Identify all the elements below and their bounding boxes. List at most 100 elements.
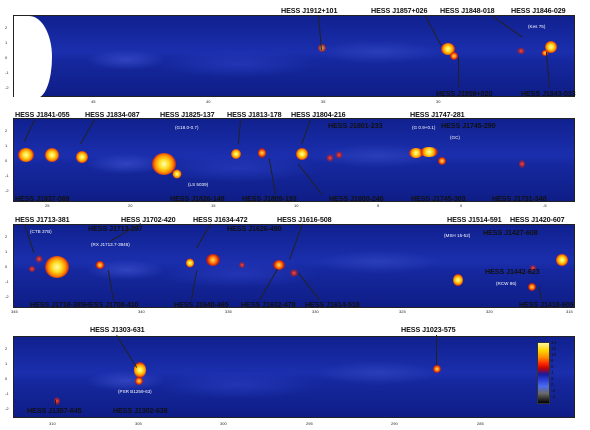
sub-label-msh15-52: (MSH 15-52) <box>444 233 471 238</box>
source-label-j1912: HESS J1912+101 <box>281 6 338 15</box>
panel-galactic-longitude-347-to-313: (CTB 37B) (RX J1713.7-3946) (MSH 15-52) … <box>5 214 575 314</box>
y-tick: -2 <box>5 406 9 411</box>
leader-line <box>458 57 459 87</box>
y-tick: 1 <box>5 40 8 45</box>
y-tick: 2 <box>5 234 8 239</box>
source-blob-j1023 <box>433 365 441 373</box>
y-tick: -1 <box>5 70 9 75</box>
y-tick: -2 <box>5 188 9 193</box>
x-tick: 295 <box>306 421 313 426</box>
source-label-j1848: HESS J1848-018 <box>440 6 495 15</box>
sub-label-ls5039: (LS 5039) <box>188 182 209 187</box>
colorbar-tick: -2 <box>551 388 556 393</box>
sub-label-kes75: (Kes 75) <box>528 24 546 29</box>
y-tick: -1 <box>5 173 9 178</box>
colorbar-tick: 2 <box>551 376 554 381</box>
y-tick: 1 <box>5 361 8 366</box>
source-blob-j1708 <box>95 261 105 269</box>
source-label-j1858: HESS J1858+020 <box>436 89 493 98</box>
source-label-j1834: HESS J1834-087 <box>85 110 140 119</box>
source-label-j1302: HESS J1302-638 <box>113 406 168 415</box>
significance-colorbar <box>537 342 550 404</box>
source-label-j1747: HESS J1747-281 <box>410 110 465 119</box>
x-tick: 15 <box>211 203 216 208</box>
y-tick: 0 <box>5 264 8 269</box>
x-tick: 325 <box>399 309 406 314</box>
source-label-j1442: HESS J1442-623 <box>485 267 540 276</box>
source-label-j1418: HESS J1418-609 <box>519 300 574 309</box>
source-label-j1718: HESS J1718-385 <box>30 300 85 309</box>
source-blob-j1804 <box>296 148 308 160</box>
y-tick: 2 <box>5 25 8 30</box>
source-blob-j1747 <box>409 148 423 158</box>
source-blob-j1826 <box>172 169 182 179</box>
y-tick: 0 <box>5 376 8 381</box>
source-blob-j1357 <box>54 397 60 405</box>
source-blob-j1420 <box>556 254 568 266</box>
x-tick: 10 <box>294 203 299 208</box>
colorbar-tick: 12 <box>551 346 557 351</box>
source-blob-j1912 <box>318 44 326 52</box>
x-tick: 40 <box>206 99 211 104</box>
colorbar-tick: 8 <box>551 358 554 363</box>
source-blob-j1514 <box>453 274 463 286</box>
significance-map-1: (Kes 75) <box>13 15 575 98</box>
source-blob-j1745-290 <box>420 147 438 157</box>
source-label-j1809: HESS J1809-193 <box>242 194 297 203</box>
panel-galactic-longitude-312-to-283: (PSR B1259-63) 2 1 0 -1 -2 310 305 300 2… <box>5 322 575 430</box>
y-tick: 2 <box>5 346 8 351</box>
x-tick: 320 <box>486 309 493 314</box>
leader-line <box>436 335 437 365</box>
x-tick: 290 <box>391 421 398 426</box>
source-label-j1843: HESS J1843-033 <box>521 89 576 98</box>
source-label-j1731: HESS J1731-348 <box>492 194 547 203</box>
source-blob-j1614 <box>290 269 298 277</box>
source-label-j1616: HESS J1616-508 <box>277 215 332 224</box>
colorbar-gradient <box>538 343 549 403</box>
source-label-j1514: HESS J1514-591 <box>447 215 502 224</box>
source-blob-j1846 <box>545 41 557 53</box>
x-tick: 30 <box>436 99 441 104</box>
source-label-j1632: HESS J1632-478 <box>241 300 296 309</box>
source-blob-j1302 <box>135 377 143 385</box>
source-label-j1857: HESS J1857+026 <box>371 6 428 15</box>
survey-gap-region <box>14 16 52 98</box>
source-blob-j1848 <box>517 48 525 54</box>
x-tick: 330 <box>312 309 319 314</box>
source-blob-j1837 <box>45 148 59 162</box>
source-label-j1800: HESS J1800-240 <box>329 194 384 203</box>
source-label-j1023: HESS J1023-575 <box>401 325 456 334</box>
source-label-j1634: HESS J1634-472 <box>193 215 248 224</box>
source-blob-j1718 <box>28 266 36 272</box>
source-label-j1427: HESS J1427-608 <box>483 228 538 237</box>
panel-galactic-longitude-28-to-neg8: (G18.0-0.7) (LS 5039) (G 0.9+0.1) (GC) 2… <box>5 108 575 208</box>
source-label-j1837: HESS J1837-069 <box>15 194 70 203</box>
significance-map-3: (CTB 37B) (RX J1713.7-3946) (MSH 15-52) … <box>13 224 575 308</box>
source-blob-j1841 <box>18 148 34 162</box>
source-label-j1420: HESS J1420-607 <box>510 215 565 224</box>
source-label-j1614: HESS J1614-518 <box>305 300 360 309</box>
y-tick: -2 <box>5 85 9 90</box>
significance-map-2: (G18.0-0.7) (LS 5039) (G 0.9+0.1) (GC) <box>13 118 575 202</box>
source-label-j1801: HESS J1801-233 <box>328 121 383 130</box>
source-blob-j1825 <box>152 153 176 175</box>
y-tick: -1 <box>5 279 9 284</box>
x-tick: 300 <box>220 421 227 426</box>
source-blob-j1834 <box>76 151 88 163</box>
colorbar-tick: 6 <box>551 364 554 369</box>
y-tick: -1 <box>5 391 9 396</box>
colorbar-tick: 4 <box>551 370 554 375</box>
source-blob-j1745-303 <box>438 157 446 165</box>
significance-map-4: (PSR B1259-63) <box>13 336 575 418</box>
x-tick: 45 <box>91 99 96 104</box>
sub-label-rx-j1713: (RX J1713.7-3946) <box>91 242 130 247</box>
x-tick: 310 <box>49 421 56 426</box>
source-label-j1804: HESS J1804-216 <box>291 110 346 119</box>
source-blob-j1427 <box>530 265 536 271</box>
sub-label-g18: (G18.0-0.7) <box>175 125 199 130</box>
x-tick: 335 <box>225 309 232 314</box>
sub-label-ctb37b: (CTB 37B) <box>30 229 52 234</box>
source-label-j1846: HESS J1846-029 <box>511 6 566 15</box>
source-blob-j1713-381 <box>35 255 43 263</box>
x-tick: 305 <box>135 421 142 426</box>
